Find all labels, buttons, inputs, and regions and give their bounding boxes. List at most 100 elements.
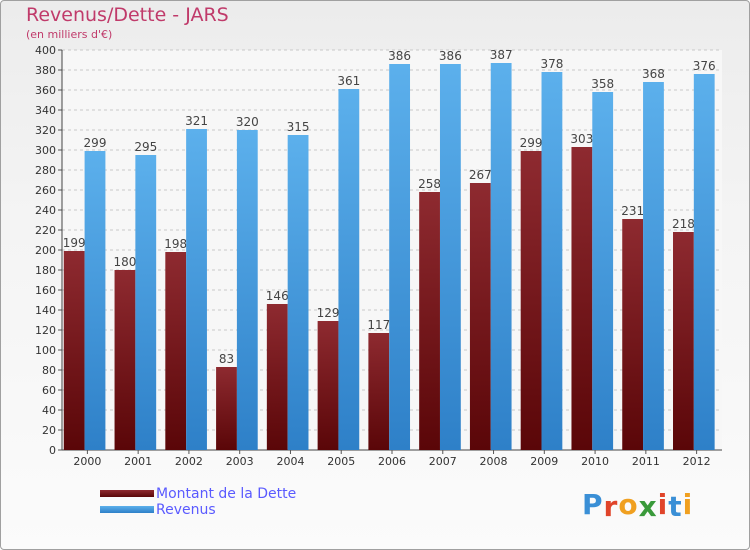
x-tick-label: 2006 [378, 455, 406, 468]
data-label: 83 [219, 352, 234, 366]
bar-revenus-2004 [287, 135, 309, 450]
data-label: 146 [266, 289, 289, 303]
data-label: 386 [388, 49, 411, 63]
chart-subtitle: (en milliers d'€) [26, 28, 113, 41]
data-label: 376 [693, 59, 716, 73]
y-tick-label: 400 [35, 44, 56, 57]
logo-letter: t [668, 490, 683, 523]
data-label: 378 [540, 57, 563, 71]
data-label: 180 [114, 255, 137, 269]
logo-letter: r [603, 490, 619, 523]
bar-dette-2010 [571, 147, 593, 450]
bar-dette-2012 [673, 232, 694, 450]
data-label: 386 [439, 49, 462, 63]
bar-revenus-2008 [490, 63, 512, 450]
y-tick-label: 280 [35, 164, 56, 177]
data-label: 198 [164, 237, 187, 251]
y-tick-label: 140 [35, 304, 56, 317]
bar-revenus-2002 [186, 129, 207, 450]
x-tick-label: 2002 [175, 455, 203, 468]
y-tick-label: 180 [35, 264, 56, 277]
bar-dette-2011 [622, 219, 644, 450]
legend-swatch-dette [100, 490, 154, 497]
bar-revenus-2009 [541, 72, 563, 450]
x-tick-label: 2009 [530, 455, 558, 468]
bar-dette-2002 [165, 252, 187, 450]
data-label: 315 [287, 120, 310, 134]
bar-dette-2003 [216, 367, 237, 450]
y-tick-label: 380 [35, 64, 56, 77]
y-tick-label: 300 [35, 144, 56, 157]
bar-revenus-2000 [84, 151, 106, 450]
y-tick-label: 160 [35, 284, 56, 297]
data-label: 321 [185, 114, 208, 128]
bar-dette-2006 [368, 333, 390, 450]
y-tick-label: 80 [42, 364, 56, 377]
logo-letter: i [657, 488, 669, 521]
legend-label-dette: Montant de la Dette [156, 486, 297, 502]
bar-dette-2001 [114, 270, 136, 450]
y-tick-label: 260 [35, 184, 56, 197]
bar-dette-2004 [266, 304, 288, 450]
legend-swatch-revenus [100, 506, 154, 513]
bar-revenus-2003 [236, 130, 258, 450]
legend-label-revenus: Revenus [156, 502, 216, 518]
y-tick-label: 240 [35, 204, 56, 217]
y-tick-label: 220 [35, 224, 56, 237]
data-label: 358 [591, 77, 614, 91]
proxiti-logo: Proxiti [582, 488, 694, 523]
y-tick-label: 360 [35, 84, 56, 97]
x-tick-label: 2005 [327, 455, 355, 468]
bar-dette-2007 [419, 192, 440, 450]
y-tick-label: 40 [42, 404, 56, 417]
logo-letter: x [638, 490, 658, 523]
bar-revenus-2012 [693, 74, 715, 450]
bar-revenus-2007 [439, 64, 461, 450]
data-label: 258 [418, 177, 441, 191]
x-tick-label: 2012 [683, 455, 711, 468]
x-tick-label: 2007 [429, 455, 457, 468]
y-tick-label: 200 [35, 244, 56, 257]
y-tick-label: 60 [42, 384, 56, 397]
data-label: 117 [367, 318, 390, 332]
logo-letter: o [618, 488, 639, 521]
x-tick-label: 2011 [632, 455, 660, 468]
y-tick-label: 100 [35, 344, 56, 357]
data-label: 320 [236, 115, 259, 129]
y-tick-label: 20 [42, 424, 56, 437]
x-tick-label: 2008 [480, 455, 508, 468]
data-label: 267 [469, 168, 492, 182]
bar-dette-2008 [469, 183, 491, 450]
data-label: 218 [672, 217, 695, 231]
y-tick-label: 340 [35, 104, 56, 117]
bar-dette-2000 [63, 251, 85, 450]
x-tick-label: 2010 [581, 455, 609, 468]
bar-revenus-2005 [338, 89, 360, 450]
logo-letter: P [582, 488, 604, 521]
bar-revenus-2001 [135, 155, 157, 450]
data-label: 299 [84, 136, 107, 150]
y-tick-label: 0 [49, 444, 56, 457]
data-label: 199 [63, 236, 86, 250]
x-tick-label: 2004 [276, 455, 304, 468]
bar-dette-2005 [317, 321, 339, 450]
bar-dette-2009 [520, 151, 542, 450]
data-label: 295 [134, 140, 157, 154]
y-tick-label: 120 [35, 324, 56, 337]
chart-title: Revenus/Dette - JARS [26, 4, 229, 26]
logo-letter: i [682, 488, 694, 521]
data-label: 231 [621, 204, 644, 218]
data-label: 368 [642, 67, 665, 81]
data-label: 303 [570, 132, 593, 146]
y-tick-label: 320 [35, 124, 56, 137]
x-tick-label: 2003 [226, 455, 254, 468]
x-tick-label: 2000 [73, 455, 101, 468]
data-label: 129 [317, 306, 340, 320]
data-label: 299 [520, 136, 543, 150]
bar-revenus-2010 [592, 92, 614, 450]
x-tick-label: 2001 [124, 455, 152, 468]
bar-revenus-2011 [643, 82, 664, 450]
data-label: 387 [490, 48, 513, 62]
data-label: 361 [337, 74, 360, 88]
